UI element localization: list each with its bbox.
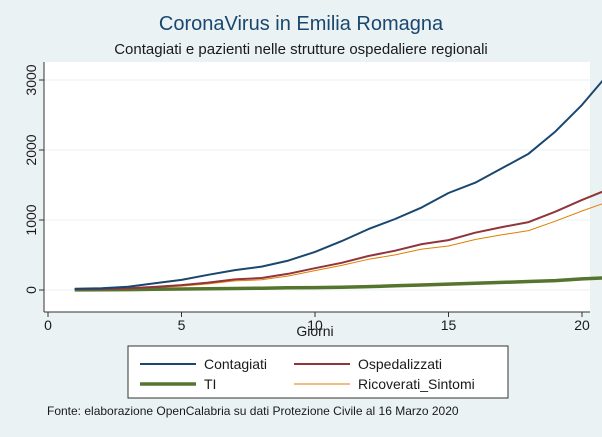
legend-label-1: Ospedalizzati — [358, 356, 442, 372]
legend-label-3: Ricoverati_Sintomi — [358, 376, 475, 392]
legend-label-2: TI — [204, 376, 216, 392]
gridlines — [44, 79, 590, 291]
y-tick-label-1: 1000 — [23, 204, 39, 235]
plot-area — [44, 62, 590, 312]
source-note: Fonte: elaborazione OpenCalabria su dati… — [47, 404, 459, 418]
chart-title: CoronaVirus in Emilia Romagna — [159, 13, 444, 35]
series-line-ospedalizzati — [74, 190, 602, 291]
legend-items: Contagiati Ospedalizzati TI Ricoverati_Sint… — [140, 356, 475, 392]
y-tick-label-3: 3000 — [23, 64, 39, 95]
axis-ticks: 0 1000 2000 3000 0 5 10 15 20 — [23, 64, 590, 333]
x-axis-title: Giorni — [296, 323, 333, 339]
chart-subtitle: Contagiati e pazienti nelle strutture os… — [114, 41, 488, 58]
x-tick-label-0: 0 — [44, 317, 52, 333]
legend: Contagiati Ospedalizzati TI Ricoverati_Sint… — [127, 345, 509, 399]
series-lines — [74, 79, 602, 292]
x-tick-label-4: 20 — [574, 317, 590, 333]
x-tick-label-3: 15 — [441, 317, 457, 333]
legend-label-0: Contagiati — [204, 356, 267, 372]
x-tick-label-1: 5 — [178, 317, 186, 333]
y-tick-label-2: 2000 — [23, 134, 39, 165]
x-tick-label-2: 10 — [307, 317, 323, 333]
series-line-contagiati — [74, 79, 602, 290]
legend-box — [127, 345, 509, 399]
y-tick-label-0: 0 — [23, 286, 39, 294]
series-line-ti — [74, 276, 602, 292]
